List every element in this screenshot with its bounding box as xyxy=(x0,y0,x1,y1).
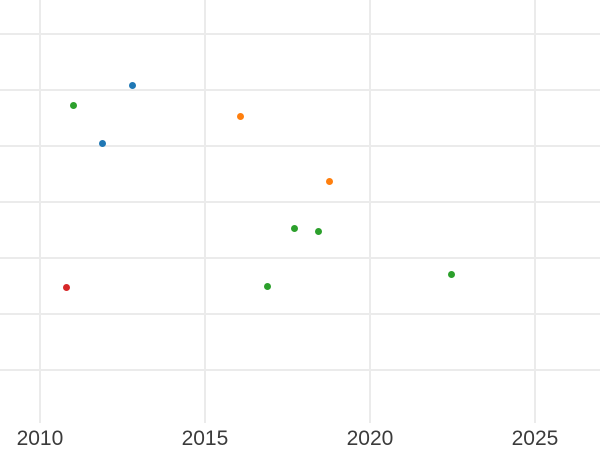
y-gridline xyxy=(0,201,600,203)
x-tick-label: 2015 xyxy=(181,427,229,450)
y-gridline xyxy=(0,33,600,35)
x-gridline xyxy=(534,0,536,423)
x-tick-label: 2025 xyxy=(511,427,559,450)
y-gridline xyxy=(0,145,600,147)
data-point-green xyxy=(263,283,271,291)
data-point-blue xyxy=(129,82,137,90)
data-point-orange xyxy=(325,178,333,186)
data-point-green xyxy=(290,224,298,232)
data-point-red xyxy=(62,283,70,291)
data-point-green xyxy=(447,271,455,279)
y-gridline xyxy=(0,257,600,259)
x-tick-label: 2020 xyxy=(346,427,394,450)
data-point-orange xyxy=(237,113,245,121)
y-gridline xyxy=(0,89,600,91)
data-point-blue xyxy=(99,139,107,147)
y-gridline xyxy=(0,369,600,371)
x-tick-label: 2010 xyxy=(16,427,64,450)
data-point-green xyxy=(314,228,322,236)
x-gridline xyxy=(204,0,206,423)
data-point-green xyxy=(70,102,78,110)
y-gridline xyxy=(0,313,600,315)
x-gridline xyxy=(369,0,371,423)
x-gridline xyxy=(39,0,41,423)
